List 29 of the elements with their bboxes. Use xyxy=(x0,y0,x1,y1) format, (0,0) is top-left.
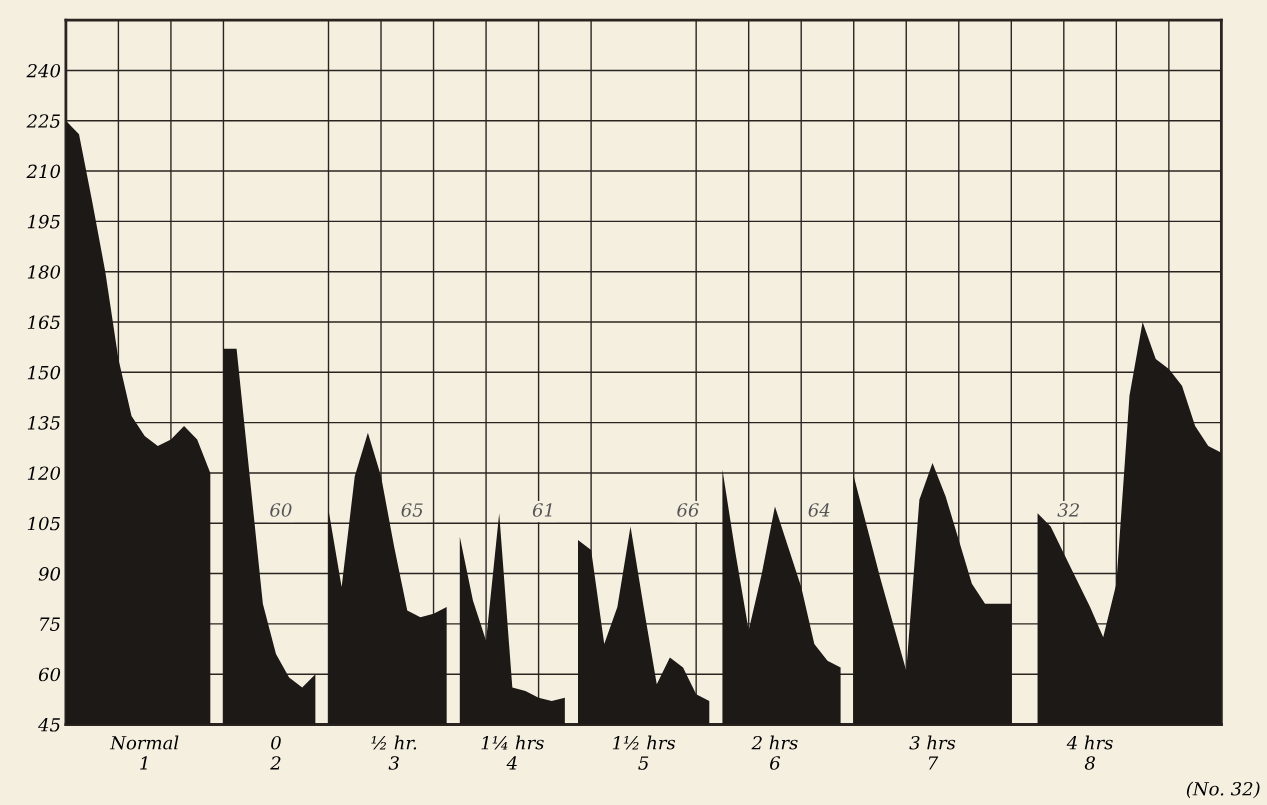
y-tick-label: 75 xyxy=(40,617,60,631)
x-tick-label: 1½ hrs 5 xyxy=(612,735,676,770)
x-tick-label: 0 2 xyxy=(270,735,281,770)
y-tick-label: 240 xyxy=(26,63,61,78)
y-tick-label: 210 xyxy=(26,164,61,179)
annotation: 66 xyxy=(677,503,699,517)
x-tick-label: 4 hrs 8 xyxy=(1066,735,1113,770)
annotation: 65 xyxy=(401,503,423,517)
annotation: 32 xyxy=(1057,503,1079,517)
y-tick-label: 165 xyxy=(27,315,60,330)
x-tick-label: 2 hrs 6 xyxy=(751,735,798,770)
y-tick-label: 60 xyxy=(38,667,61,682)
y-tick-label: 120 xyxy=(27,466,61,481)
x-tick-label: 3 hrs 7 xyxy=(909,735,956,770)
annotation: 60 xyxy=(270,503,292,517)
y-tick-label: 135 xyxy=(27,416,60,430)
y-tick-label: 90 xyxy=(38,567,61,581)
y-tick-label: 225 xyxy=(26,114,60,128)
annotation: 64 xyxy=(808,503,830,517)
x-tick-label: Normal 1 xyxy=(109,735,179,770)
y-tick-label: 45 xyxy=(37,717,60,732)
annotation: 61 xyxy=(532,503,552,517)
y-tick-label: 180 xyxy=(27,265,61,279)
x-tick-label: 1¼ hrs 4 xyxy=(481,735,544,770)
y-tick-label: 195 xyxy=(27,214,60,229)
x-tick-label: ½ hr. 3 xyxy=(371,735,417,770)
text: (No. 32) xyxy=(1186,781,1260,799)
y-tick-label: 105 xyxy=(27,516,60,531)
y-tick-label: 150 xyxy=(27,365,61,380)
